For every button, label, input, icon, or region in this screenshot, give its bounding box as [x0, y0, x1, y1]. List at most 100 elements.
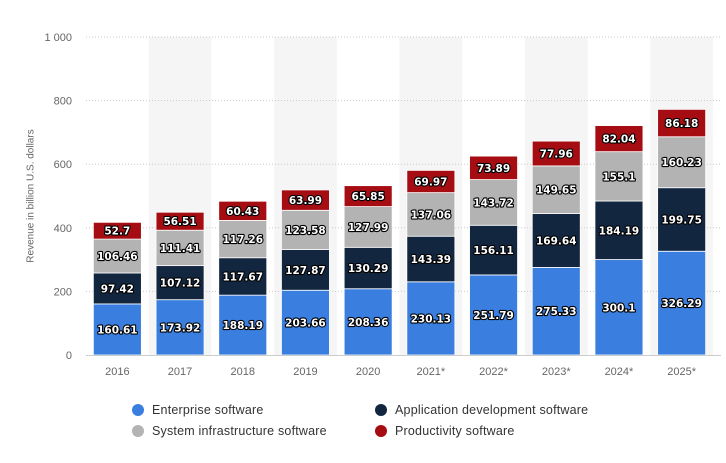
data-label: 137.06: [411, 209, 452, 221]
legend-marker-productivity: [375, 425, 387, 437]
data-label: 203.66: [285, 318, 326, 330]
data-label: 230.13: [411, 313, 452, 325]
y-tick-label: 600: [54, 159, 72, 171]
data-label: 82.04: [602, 134, 635, 146]
legend: Enterprise software Application developm…: [0, 400, 726, 444]
legend-item-system-infrastructure[interactable]: System infrastructure software: [132, 424, 327, 438]
bar-segment: [469, 179, 518, 226]
data-label: 117.67: [222, 271, 263, 283]
bar-segment: [594, 125, 644, 153]
bar-segment: [531, 213, 581, 268]
bar-segment: [92, 303, 142, 356]
x-tick-label: 2020: [356, 366, 380, 378]
bar-segment: [406, 235, 456, 283]
bar-segment: [155, 211, 205, 231]
bar-segment: [531, 140, 581, 167]
bar-segment: [281, 189, 330, 211]
bar-segment: [218, 294, 268, 356]
data-label: 86.18: [665, 118, 698, 130]
bar-segment: [657, 136, 707, 189]
bar-segment: [406, 169, 456, 194]
bar-segment: [406, 281, 456, 356]
data-label: 160.61: [97, 324, 138, 336]
legend-item-application-development[interactable]: Application development software: [375, 403, 588, 417]
data-label: 143.39: [411, 254, 452, 266]
legend-item-enterprise[interactable]: Enterprise software: [132, 403, 263, 417]
y-axis-title: Revenue in billion U.S. dollars: [25, 129, 37, 263]
bar-segment: [343, 206, 393, 248]
data-label: 127.99: [348, 222, 389, 234]
stacked-bar-chart: 0 200 400 600 800 1 000 160.61 97.42 106.46 52.7 2…: [44, 32, 721, 378]
bar-segment: [406, 192, 456, 237]
data-label: 123.58: [285, 225, 326, 237]
y-tick-label: 400: [54, 223, 72, 235]
bar-segment: [657, 187, 707, 252]
bar-segment: [218, 257, 268, 296]
bar-segment: [281, 249, 330, 291]
y-tick-label: 200: [54, 286, 72, 298]
data-label: 127.87: [285, 265, 326, 277]
legend-label-application-development: Application development software: [395, 403, 589, 417]
data-label: 60.43: [226, 206, 259, 218]
data-label: 63.99: [289, 195, 322, 207]
bar-segment: [281, 209, 330, 250]
legend-marker-system-infrastructure: [132, 425, 144, 437]
data-label: 160.23: [661, 157, 702, 169]
y-tick-label: 1 000: [44, 32, 72, 44]
bar-segment: [469, 155, 518, 180]
bar-segment: [92, 221, 142, 240]
data-label: 52.7: [104, 226, 130, 238]
bar-segment: [218, 200, 268, 221]
data-label: 143.72: [473, 197, 514, 209]
bar-segment: [469, 224, 518, 276]
data-label: 173.92: [160, 322, 201, 334]
data-label: 188.19: [222, 320, 263, 332]
data-label: 106.46: [97, 251, 138, 263]
x-tick-label: 2018: [231, 366, 255, 378]
bar-segment: [531, 165, 581, 214]
bar-segment: [594, 200, 644, 260]
data-label: 149.65: [536, 185, 577, 197]
y-tick-label: 0: [66, 350, 72, 362]
bar-segment: [343, 185, 393, 208]
data-label: 65.85: [352, 191, 385, 203]
legend-item-productivity[interactable]: Productivity software: [375, 424, 515, 438]
data-label: 199.75: [661, 214, 702, 226]
x-tick-label: 2019: [293, 366, 317, 378]
bar-segment: [218, 220, 268, 259]
x-tick-label: 2016: [105, 366, 129, 378]
legend-label-system-infrastructure: System infrastructure software: [152, 424, 327, 438]
data-label: 300.1: [602, 302, 635, 314]
data-label: 275.33: [536, 306, 577, 318]
y-tick-label: 800: [54, 96, 72, 108]
data-label: 77.96: [540, 149, 573, 161]
legend-marker-application-development: [375, 404, 387, 416]
legend-label-enterprise: Enterprise software: [152, 403, 264, 417]
bar-segment: [657, 250, 707, 356]
data-label: 326.29: [661, 298, 702, 310]
data-label: 208.36: [348, 317, 389, 329]
data-label: 56.51: [163, 216, 196, 228]
data-label: 111.41: [160, 243, 201, 255]
bar-segment: [469, 274, 518, 356]
x-tick-label: 2025*: [667, 366, 696, 378]
data-label: 169.64: [536, 235, 577, 247]
x-tick-label: 2023*: [542, 366, 571, 378]
data-label: 251.79: [473, 310, 514, 322]
data-label: 107.12: [160, 278, 201, 290]
data-label: 155.1: [602, 171, 635, 183]
data-label: 97.42: [101, 283, 134, 295]
data-label: 69.97: [414, 177, 447, 189]
bar-segment: [281, 289, 330, 356]
data-label: 156.11: [473, 245, 514, 257]
bar-segment: [657, 108, 707, 138]
data-label: 130.29: [348, 263, 389, 275]
x-tick-label: 2022*: [479, 366, 508, 378]
legend-marker-enterprise: [132, 404, 144, 416]
bar-segment: [594, 259, 644, 356]
data-label: 117.26: [222, 234, 263, 246]
x-tick-label: 2017: [168, 366, 192, 378]
x-tick-label: 2021*: [416, 366, 445, 378]
data-label: 184.19: [599, 225, 640, 237]
bar-segment: [343, 288, 393, 356]
